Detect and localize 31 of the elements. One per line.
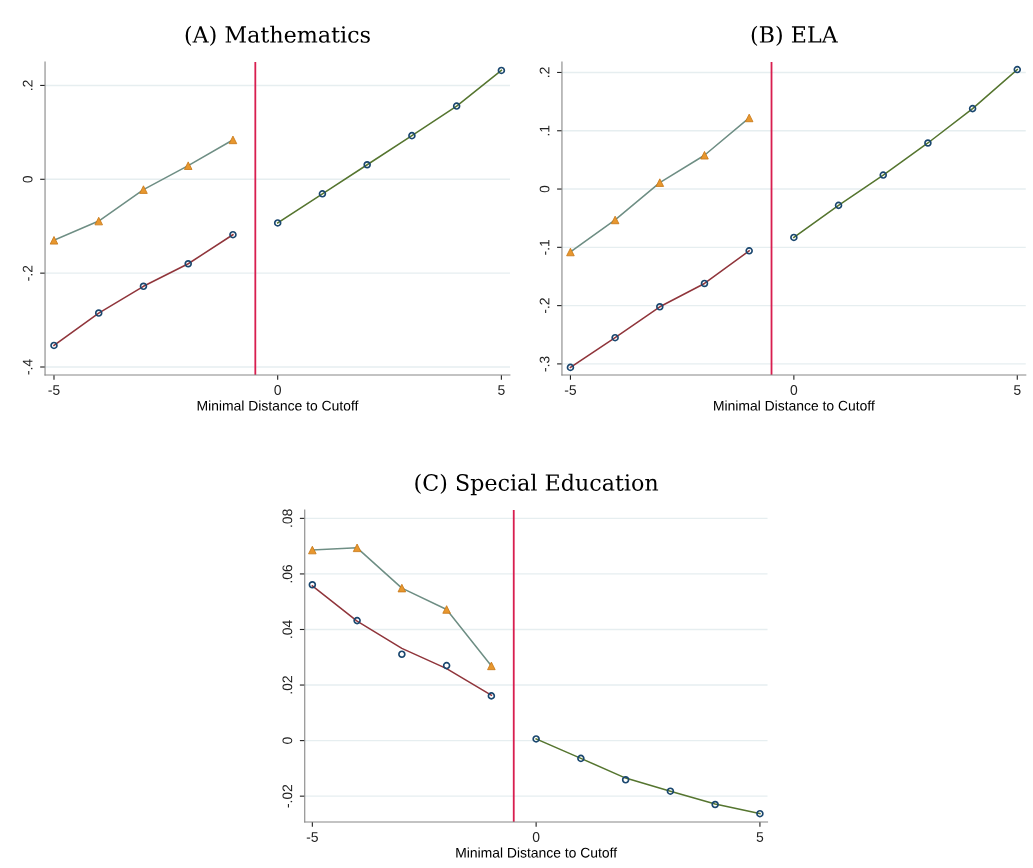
y-tick-label: -.1 — [539, 239, 550, 255]
x-tick-label: 5 — [756, 832, 764, 842]
y-tick-label: 0 — [22, 175, 33, 183]
y-tick-label: -.4 — [22, 359, 33, 375]
chart-title: (B) ELA — [751, 25, 838, 46]
y-tick-label: -.3 — [539, 356, 550, 372]
y-tick-label: 0 — [282, 737, 293, 744]
x-tick-label: -5 — [306, 832, 318, 842]
y-tick-label: -.2 — [22, 265, 33, 281]
y-tick-label: .06 — [282, 564, 293, 583]
x-tick-label: 0 — [532, 832, 540, 842]
x-tick-label: -5 — [48, 385, 60, 395]
x-tick-label: -5 — [564, 385, 577, 395]
y-tick-label: .1 — [539, 125, 550, 136]
y-tick-label: .2 — [539, 67, 550, 77]
y-tick-label: .02 — [282, 676, 293, 694]
x-axis-title: Minimal Distance to Cutoff — [714, 400, 875, 411]
x-tick-label: 0 — [274, 385, 282, 395]
x-axis-title: Minimal Distance to Cutoff — [197, 400, 359, 411]
y-tick-label: 0 — [539, 185, 550, 193]
y-tick-label: -.02 — [282, 784, 293, 808]
y-tick-label: -.2 — [539, 298, 550, 314]
chart-title: (A) Mathematics — [185, 25, 370, 46]
chart-title: (C) Special Education — [415, 473, 659, 496]
y-tick-label: .08 — [282, 509, 293, 527]
y-tick-label: .2 — [22, 80, 33, 90]
y-tick-label: .04 — [282, 620, 293, 638]
x-tick-label: 0 — [790, 385, 798, 395]
x-tick-label: 5 — [1013, 385, 1021, 395]
x-tick-label: 5 — [498, 385, 505, 395]
x-axis-title: Minimal Distance to Cutoff — [456, 847, 618, 858]
